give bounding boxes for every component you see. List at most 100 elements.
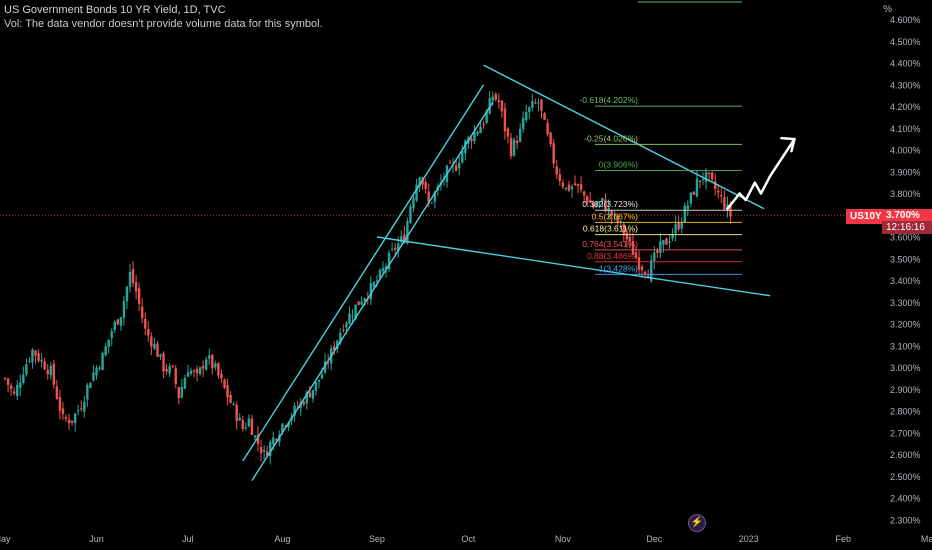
candle-body <box>101 352 104 371</box>
candle-body <box>162 353 165 372</box>
candle-body <box>503 108 507 132</box>
candle-body <box>320 374 324 379</box>
candle-body <box>393 247 397 250</box>
candle-body <box>198 367 202 374</box>
fib-level-label: 0.5(3.667%) <box>592 211 638 221</box>
fib-level-label: 1(3.428%) <box>599 263 638 273</box>
candle-body <box>156 343 159 357</box>
candle-body <box>159 354 162 357</box>
candle-body <box>244 427 248 429</box>
candle-body <box>634 252 638 258</box>
candle-body <box>668 241 671 243</box>
candle-body <box>287 422 290 428</box>
candle-body <box>46 369 49 375</box>
candle-body <box>601 197 604 202</box>
candle-body <box>369 283 373 300</box>
candle-body <box>137 288 141 304</box>
candle-body <box>692 191 696 195</box>
price-tick-label: 2.300% <box>890 515 921 525</box>
time-tick-label: Jul <box>182 534 194 544</box>
candle-body <box>610 210 613 217</box>
candle-body <box>189 370 193 374</box>
candle-body <box>357 301 360 305</box>
candle-body <box>714 181 717 189</box>
fib-level-label: 0.618(3.611%) <box>583 224 638 234</box>
lightning-icon[interactable]: ⚡ <box>688 514 706 532</box>
candle-body <box>192 370 196 372</box>
candle-body <box>723 197 726 210</box>
price-tick-label: 2.900% <box>890 385 921 395</box>
candle-body <box>518 129 522 142</box>
candle-body <box>153 343 156 349</box>
candle-body <box>573 183 577 186</box>
candle-body <box>247 418 251 427</box>
candle-body <box>674 224 677 234</box>
candle-body <box>461 151 464 163</box>
candle-body <box>180 386 184 398</box>
candle-body <box>418 177 421 187</box>
candle-body <box>95 367 98 376</box>
candle-body <box>241 420 244 429</box>
candle-body <box>211 354 214 369</box>
candle-body <box>217 363 220 376</box>
bar-countdown: 12:16:16 <box>882 221 932 234</box>
candle-body <box>9 385 13 389</box>
candle-body <box>710 172 714 180</box>
fib-level-label: 0(3.906%) <box>599 159 638 169</box>
candle-body <box>147 328 150 336</box>
candle-body <box>671 234 674 239</box>
candle-body <box>430 202 433 204</box>
candle-body <box>116 319 120 325</box>
candle-body <box>567 184 571 191</box>
candle-body <box>262 449 266 452</box>
candle-body <box>454 165 458 171</box>
candle-body <box>381 268 385 272</box>
candle-body <box>564 187 568 190</box>
candle-body <box>113 321 116 331</box>
candle-body <box>269 441 272 457</box>
candle-body <box>220 373 223 379</box>
candle-body <box>406 221 409 244</box>
candle-body <box>616 215 619 224</box>
candle-body <box>256 434 260 444</box>
candle-body <box>37 353 40 361</box>
projection-arrow <box>726 137 796 210</box>
symbol-tag: US10Y <box>846 209 886 224</box>
fib-level-label: 0.764(3.541%) <box>582 239 638 249</box>
price-tick-label: 4.600% <box>890 15 921 25</box>
price-tick-label: 2.500% <box>890 472 921 482</box>
candle-body <box>390 249 394 251</box>
candle-body <box>141 306 144 319</box>
price-tick-label: 2.700% <box>890 428 921 438</box>
candle-body <box>229 394 232 403</box>
candle-body <box>238 417 241 421</box>
candle-body <box>491 96 494 101</box>
candle-body <box>86 384 89 400</box>
candle-body <box>433 192 437 202</box>
candle-body <box>89 382 92 389</box>
candle-body <box>522 118 525 130</box>
candle-body <box>515 140 519 144</box>
candle-body <box>168 366 171 374</box>
candle-body <box>339 332 342 344</box>
candle-body <box>537 102 540 104</box>
candle-body <box>570 186 574 190</box>
candle-body <box>31 349 34 363</box>
price-tick-label: 4.300% <box>890 80 921 90</box>
candle-body <box>387 252 391 270</box>
candle-body <box>275 439 278 441</box>
candle-body <box>131 268 135 284</box>
candle-body <box>77 410 80 412</box>
candle-body <box>409 206 412 223</box>
candle-body <box>707 172 711 175</box>
candle-body <box>400 236 403 242</box>
time-tick-label: Dec <box>646 534 663 544</box>
candle-body <box>592 202 595 208</box>
price-tick-label: 3.400% <box>890 276 921 286</box>
candle-body <box>61 408 65 415</box>
candle-body <box>134 281 138 292</box>
candle-body <box>607 207 610 212</box>
candle-body <box>534 102 537 104</box>
candle-body <box>549 132 552 145</box>
